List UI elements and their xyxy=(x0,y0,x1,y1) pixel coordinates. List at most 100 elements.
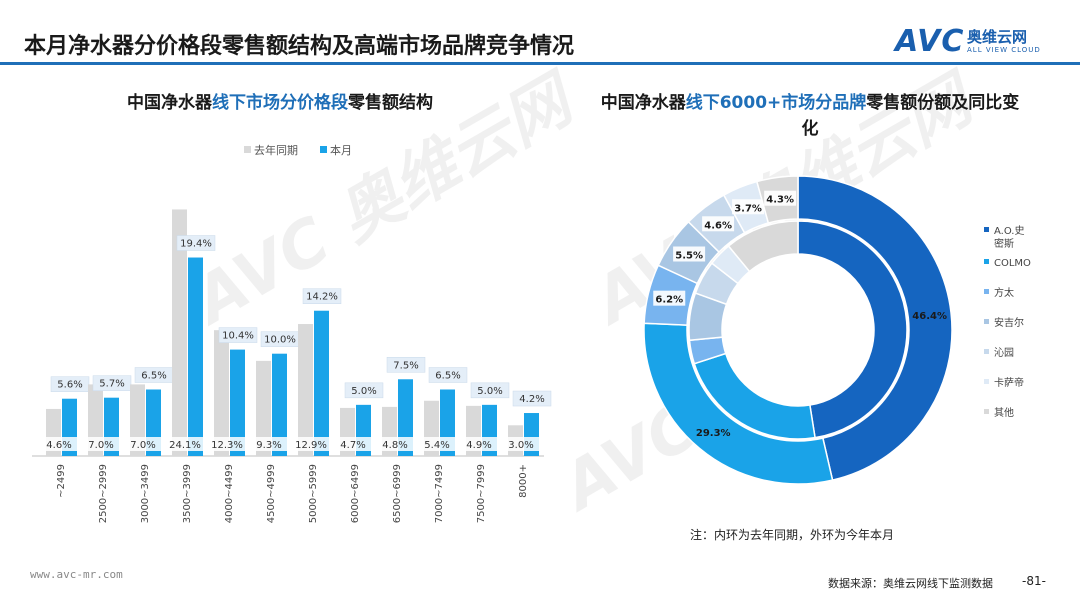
bar-prior-label: 4.9% xyxy=(461,437,497,451)
donut-slice-label: 4.3% xyxy=(764,190,797,206)
legend-swatch-current xyxy=(320,146,327,153)
bar-current-label: 6.5% xyxy=(428,367,468,383)
bar-prior xyxy=(298,324,313,456)
bar-current-label: 5.0% xyxy=(344,382,384,399)
x-tick-label: 3500~3999 xyxy=(182,464,193,523)
bar-prior xyxy=(256,360,271,456)
bar-prior-label: 12.9% xyxy=(293,437,329,451)
svg-text:5.4%: 5.4% xyxy=(424,440,449,451)
svg-text:12.3%: 12.3% xyxy=(211,440,243,451)
data-source: 数据来源：奥维云网线下监测数据 xyxy=(828,577,993,590)
svg-text:29.3%: 29.3% xyxy=(696,428,731,439)
legend-label: 卡萨帝 xyxy=(994,376,1024,389)
right-chart-title: 中国净水器线下6000+市场分品牌零售额份额及同比变化 xyxy=(600,93,1020,139)
bar-current-label: 5.0% xyxy=(470,382,510,399)
logo-mark: AVC xyxy=(895,24,965,59)
logo-cn: 奥维云网 xyxy=(967,28,1028,46)
x-tick-label: 7000~7499 xyxy=(434,464,445,523)
legend-label-prior: 去年同期 xyxy=(254,143,298,157)
bar-prior-label: 4.7% xyxy=(335,437,371,451)
bar-prior xyxy=(214,330,229,456)
svg-text:4.6%: 4.6% xyxy=(704,220,732,231)
legend-swatch xyxy=(984,379,989,384)
bar-prior-label: 7.0% xyxy=(83,437,119,451)
bar-prior-label: 4.6% xyxy=(41,437,77,451)
bar-current xyxy=(398,379,413,456)
bar-current-label: 19.4% xyxy=(176,235,216,251)
x-tick-label: 5000~5999 xyxy=(308,464,319,523)
donut-legend-item: 安吉尔 xyxy=(984,316,1024,329)
svg-text:4.8%: 4.8% xyxy=(382,440,407,451)
donut-legend-item: 方太 xyxy=(984,286,1014,299)
svg-text:24.1%: 24.1% xyxy=(169,440,201,451)
legend-label: A.O.史 xyxy=(994,225,1025,237)
svg-text:5.7%: 5.7% xyxy=(99,379,124,390)
svg-text:5.0%: 5.0% xyxy=(477,386,502,397)
bar-prior-label: 5.4% xyxy=(419,437,455,451)
bar-prior-label: 7.0% xyxy=(125,437,161,451)
title-rule xyxy=(0,62,1080,65)
bar-prior-label: 9.3% xyxy=(251,437,287,451)
chart-note: 注：内环为去年同期，外环为今年本月 xyxy=(690,528,895,542)
donut-legend-item: 沁园 xyxy=(984,347,1014,359)
legend-label: COLMO xyxy=(994,258,1031,269)
svg-text:4.2%: 4.2% xyxy=(519,394,544,405)
x-tick-label: 4000~4499 xyxy=(224,464,235,523)
donut-slice-label: 29.3% xyxy=(696,428,731,439)
legend-label: 沁园 xyxy=(994,347,1014,359)
bar-prior-label: 4.8% xyxy=(377,437,413,451)
avc-logo: AVC 奥维云网 ALL VIEW CLOUD xyxy=(895,24,1065,60)
svg-text:5.6%: 5.6% xyxy=(57,380,82,391)
x-tick-label: 8000+ xyxy=(518,464,529,498)
x-tick-label: ~2499 xyxy=(56,464,67,498)
svg-text:19.4%: 19.4% xyxy=(180,239,212,250)
logo-en: ALL VIEW CLOUD xyxy=(967,46,1041,54)
legend-label-current: 本月 xyxy=(330,143,352,157)
svg-text:10.4%: 10.4% xyxy=(222,331,254,342)
legend-swatch xyxy=(984,289,989,294)
legend-label: 密斯 xyxy=(994,237,1014,250)
svg-text:4.6%: 4.6% xyxy=(46,440,71,451)
bar-prior xyxy=(172,209,187,456)
svg-text:3.0%: 3.0% xyxy=(508,440,533,451)
svg-text:14.2%: 14.2% xyxy=(306,292,338,303)
legend-swatch-prior xyxy=(244,146,251,153)
bar-current-label: 7.5% xyxy=(386,357,426,373)
bar-prior-label: 24.1% xyxy=(167,437,203,451)
bar-current-label: 10.4% xyxy=(218,327,258,343)
legend-label: 其他 xyxy=(994,406,1014,419)
x-tick-label: 2500~2999 xyxy=(98,464,109,523)
svg-text:4.9%: 4.9% xyxy=(466,440,491,451)
donut-slice-label: 3.7% xyxy=(732,199,765,215)
svg-text:6.5%: 6.5% xyxy=(435,371,460,382)
bar-current xyxy=(230,349,245,456)
donut-slice-label: 46.4% xyxy=(912,311,947,322)
legend-swatch xyxy=(984,409,989,414)
donut-legend-item: 其他 xyxy=(984,406,1014,419)
donut-legend-item: A.O.史密斯 xyxy=(984,225,1025,250)
legend-swatch xyxy=(984,319,989,324)
x-tick-label: 3000~3499 xyxy=(140,464,151,523)
bar-current-label: 5.7% xyxy=(92,375,132,391)
svg-text:12.9%: 12.9% xyxy=(295,440,327,451)
donut-slice-label: 4.6% xyxy=(702,216,735,232)
bar-prior-label: 12.3% xyxy=(209,437,245,451)
page-number: -81- xyxy=(1022,574,1046,588)
donut-slice-label: 5.5% xyxy=(673,246,706,262)
donut-legend-item: 卡萨帝 xyxy=(984,376,1024,389)
bar-current-label: 14.2% xyxy=(302,288,342,304)
legend-label: 方太 xyxy=(994,286,1014,299)
bar-current-label: 4.2% xyxy=(512,390,552,407)
bar-current-label: 6.5% xyxy=(134,367,174,383)
svg-text:5.5%: 5.5% xyxy=(675,250,703,261)
svg-text:5.0%: 5.0% xyxy=(351,386,376,397)
svg-text:7.0%: 7.0% xyxy=(88,440,113,451)
donut-inner-slice xyxy=(797,220,908,439)
brand-share-donut-chart: 46.4% 29.3% 6.2% 5.5% 4.6%3.7% 4.3% A.O.史密斯 COL… xyxy=(643,175,1031,485)
donut-inner-slice xyxy=(727,220,799,273)
bar-current xyxy=(314,310,329,456)
x-tick-label: 6500~6999 xyxy=(392,464,403,523)
bar-current-label: 5.6% xyxy=(50,376,90,392)
legend-swatch xyxy=(984,227,989,232)
donut-legend-item: COLMO xyxy=(984,258,1031,269)
